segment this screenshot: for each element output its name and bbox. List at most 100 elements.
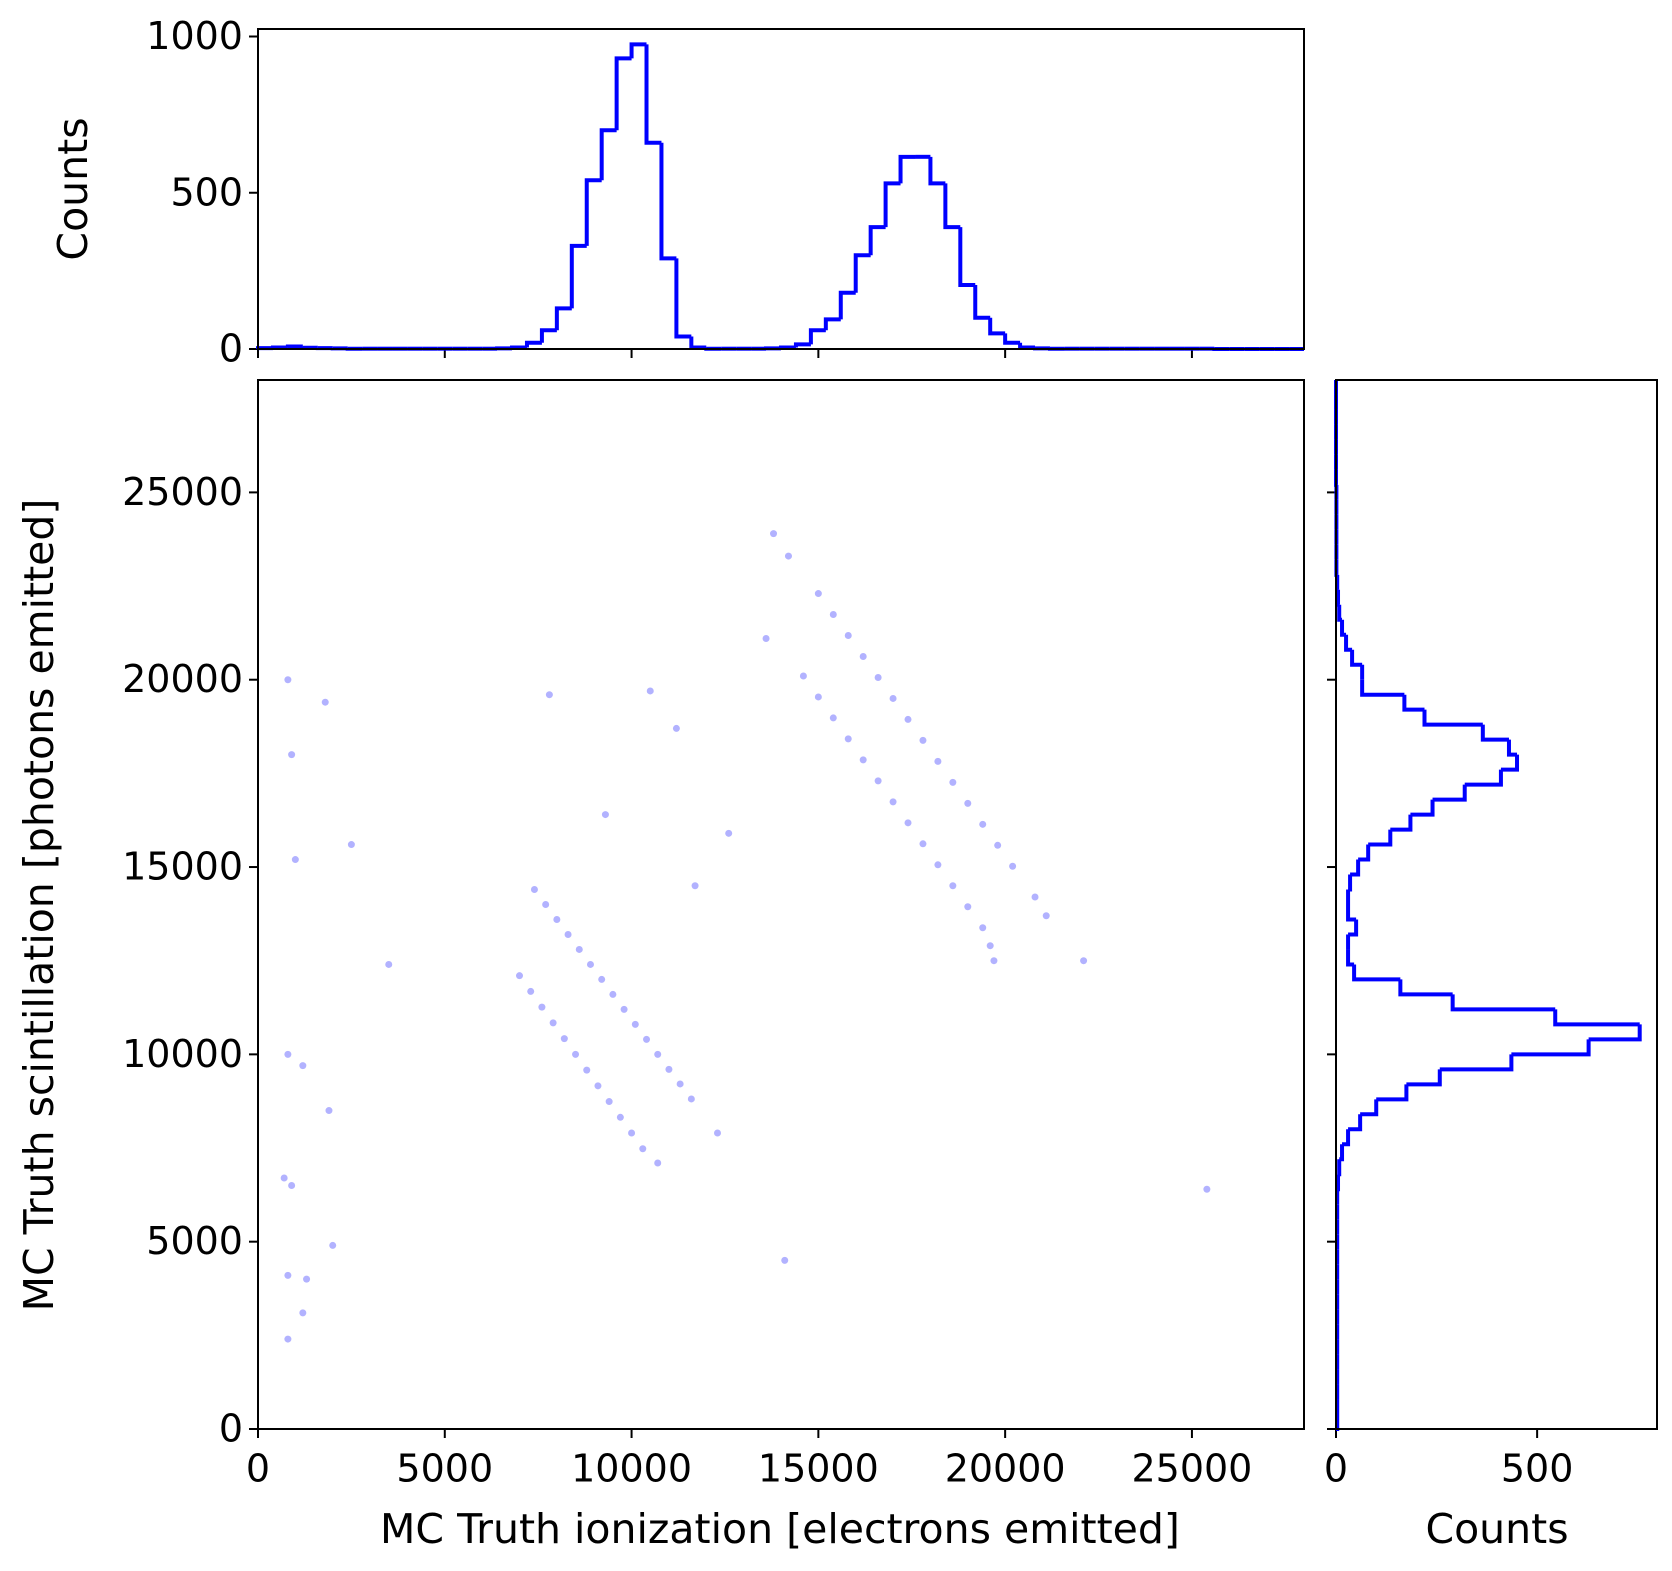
histogram-bin (1511, 1039, 1588, 1054)
point (654, 1160, 661, 1167)
histogram-bin (1424, 710, 1482, 725)
histogram-bin (1337, 575, 1338, 590)
point (606, 1098, 613, 1105)
histogram-bin (841, 293, 856, 320)
x-tick-label: 10000 (571, 1447, 692, 1491)
point (800, 672, 807, 679)
point (994, 842, 1001, 849)
point (990, 957, 997, 964)
point (845, 735, 852, 742)
point (594, 1082, 601, 1089)
histogram-bin (1453, 994, 1556, 1009)
point (385, 961, 392, 968)
point (639, 1145, 646, 1152)
point (587, 961, 594, 968)
histogram-bin (1342, 620, 1346, 635)
point (673, 725, 680, 732)
point (602, 811, 609, 818)
histogram-bin (1338, 1159, 1339, 1174)
histogram-bin (856, 255, 871, 293)
histogram-bin (273, 347, 288, 348)
y-tick-label: 500 (170, 170, 243, 214)
point (632, 1021, 639, 1028)
point (875, 674, 882, 681)
histogram-bin (1509, 740, 1517, 755)
y-tick-label: 10000 (122, 1032, 243, 1076)
x-tick-label: 500 (1501, 1447, 1574, 1491)
point (527, 988, 534, 995)
point (905, 819, 912, 826)
point (860, 756, 867, 763)
point (919, 737, 926, 744)
histogram-bin (1433, 785, 1465, 800)
histogram-bin (661, 143, 676, 259)
point (550, 1019, 557, 1026)
histogram-bin (288, 347, 303, 348)
histogram-bin (1589, 1024, 1640, 1039)
point (830, 611, 837, 618)
point (299, 1309, 306, 1316)
histogram-bin (1020, 343, 1035, 348)
point (299, 1062, 306, 1069)
point (284, 676, 291, 683)
point (583, 1067, 590, 1074)
point (815, 693, 822, 700)
histogram-bin (303, 347, 318, 348)
histogram-bin (1352, 650, 1362, 665)
point (303, 1276, 310, 1283)
histogram-bin (1555, 1009, 1639, 1024)
x-axis-label: Counts (1425, 1505, 1568, 1553)
histogram-bin (945, 183, 960, 227)
point (284, 1272, 291, 1279)
histogram-bin (1354, 964, 1400, 979)
histogram-bin (542, 330, 557, 343)
histogram-bin (1483, 725, 1509, 740)
point (647, 687, 654, 694)
x-tick-label: 0 (246, 1447, 270, 1491)
point (284, 1051, 291, 1058)
point (621, 1006, 628, 1013)
point (322, 699, 329, 706)
point (325, 1107, 332, 1114)
histogram-bin (871, 227, 886, 255)
point (348, 841, 355, 848)
point (609, 991, 616, 998)
histogram-bin (1342, 1129, 1348, 1144)
point (628, 1130, 635, 1137)
point (770, 530, 777, 537)
y-tick-label: 1000 (146, 14, 243, 58)
y-tick-label: 0 (219, 327, 243, 371)
x-tick-label: 15000 (758, 1447, 879, 1491)
histogram-bin (1348, 875, 1350, 890)
point (654, 1051, 661, 1058)
y-tick-label: 5000 (146, 1219, 243, 1263)
point (617, 1114, 624, 1121)
histogram-bin (572, 246, 587, 309)
point (1043, 912, 1050, 919)
histogram-bin (632, 44, 647, 58)
histogram-bin (1350, 860, 1358, 875)
point (875, 777, 882, 784)
point (288, 751, 295, 758)
histogram-bin (1410, 800, 1432, 815)
histogram-bin (1337, 1174, 1338, 1189)
point (284, 1336, 291, 1343)
point (890, 798, 897, 805)
y-tick-label: 25000 (122, 470, 243, 514)
point (725, 830, 732, 837)
x-tick-label: 20000 (945, 1447, 1066, 1491)
point (860, 653, 867, 660)
histogram-bin (1390, 815, 1410, 830)
point (561, 1035, 568, 1042)
point (979, 924, 986, 931)
x-tick-label: 25000 (1131, 1447, 1252, 1491)
histogram-bin (1376, 1084, 1406, 1099)
y-tick-label: 20000 (122, 657, 243, 701)
histogram-bin (1339, 1144, 1342, 1159)
histogram-bin (1348, 919, 1356, 934)
histogram-bin (1348, 1114, 1360, 1129)
y-axis-label: Counts (49, 117, 97, 260)
point (714, 1130, 721, 1137)
point (288, 1182, 295, 1189)
y-tick-label: 15000 (122, 845, 243, 889)
